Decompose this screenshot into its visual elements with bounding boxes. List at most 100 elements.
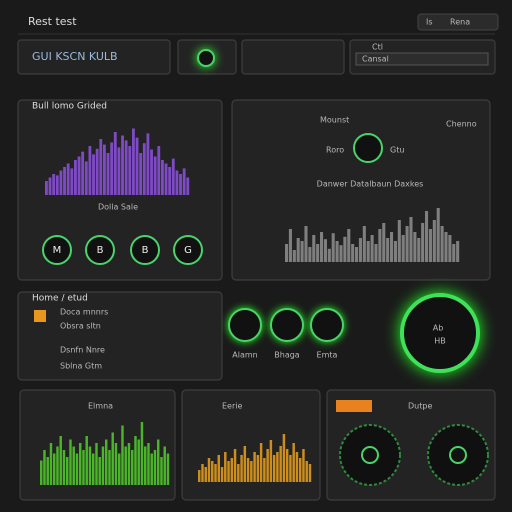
bar xyxy=(362,226,366,262)
list-row[interactable]: Dsnfn Nnre xyxy=(60,346,105,355)
bar xyxy=(45,181,48,195)
bar xyxy=(142,143,146,195)
gauge-label: B xyxy=(97,245,104,256)
bar xyxy=(292,443,295,482)
bar xyxy=(240,455,243,482)
bar xyxy=(128,146,132,195)
bar xyxy=(137,439,140,485)
bar xyxy=(428,229,432,262)
bar xyxy=(285,244,289,262)
input-field[interactable] xyxy=(355,52,489,66)
search-panel[interactable] xyxy=(17,39,171,75)
bar xyxy=(417,238,421,262)
status-ring xyxy=(400,293,480,373)
bar xyxy=(59,170,63,195)
gauge[interactable] xyxy=(42,235,72,265)
panel-title: Eerie xyxy=(222,402,242,411)
gauge-label: Alamn xyxy=(232,351,257,360)
gauge[interactable] xyxy=(173,235,203,265)
bar xyxy=(127,443,131,485)
bar xyxy=(53,453,56,485)
bar xyxy=(117,147,121,195)
bar xyxy=(121,425,124,485)
bar xyxy=(98,457,101,485)
bar xyxy=(66,163,70,195)
list-row[interactable]: Doca mnnrs xyxy=(60,308,108,317)
bar xyxy=(456,241,460,262)
bar xyxy=(331,233,335,262)
bar xyxy=(289,455,292,482)
gauge[interactable] xyxy=(270,308,304,342)
status-icon[interactable] xyxy=(197,49,215,67)
bar xyxy=(88,446,92,485)
bar xyxy=(121,135,124,195)
bar xyxy=(160,457,163,485)
bar xyxy=(153,450,157,485)
list-icon xyxy=(34,310,46,322)
field-text[interactable]: Cansal xyxy=(362,55,389,64)
bar xyxy=(150,149,153,195)
bar xyxy=(157,146,161,195)
bar xyxy=(351,244,355,262)
bar xyxy=(436,208,440,262)
bar xyxy=(79,443,82,485)
bar xyxy=(378,229,382,262)
bar xyxy=(386,238,390,262)
bar xyxy=(101,446,105,485)
list-panel xyxy=(17,291,223,381)
bar xyxy=(382,223,386,262)
bar xyxy=(448,235,452,262)
bar xyxy=(134,436,137,485)
gauge-label: G xyxy=(184,245,192,256)
menu-box[interactable] xyxy=(417,13,499,31)
bar xyxy=(186,177,190,195)
bar xyxy=(227,461,230,482)
bar xyxy=(253,452,256,482)
gauge[interactable] xyxy=(310,308,344,342)
list-row[interactable]: Sblna Gtm xyxy=(60,362,102,371)
panel-menu[interactable]: Chenno xyxy=(446,120,477,129)
bar xyxy=(220,467,224,482)
bar xyxy=(269,440,273,482)
bar xyxy=(295,452,299,482)
bar xyxy=(259,443,263,482)
bar xyxy=(204,467,207,482)
menu-item[interactable]: Rena xyxy=(450,18,470,27)
bar xyxy=(343,236,347,262)
bar xyxy=(161,160,164,195)
bar xyxy=(201,464,204,482)
bar xyxy=(111,432,114,485)
bar xyxy=(113,132,117,195)
bar xyxy=(85,436,88,485)
field-label: Ctl xyxy=(372,43,383,52)
bar xyxy=(207,458,211,482)
bar xyxy=(432,220,436,262)
bar xyxy=(95,443,98,485)
bar xyxy=(300,241,304,262)
list-row[interactable]: Obsra sltn xyxy=(60,322,101,331)
dial-core xyxy=(449,446,467,464)
bar xyxy=(144,446,147,485)
search-text[interactable]: GUI KSCN KULB xyxy=(32,50,118,63)
bar xyxy=(413,232,417,262)
bar xyxy=(118,453,121,485)
bar xyxy=(263,458,266,482)
bar xyxy=(339,245,343,262)
bar xyxy=(63,167,66,195)
bar xyxy=(66,457,69,485)
bar xyxy=(72,446,75,485)
bar xyxy=(84,161,88,195)
bar xyxy=(179,174,182,195)
bar xyxy=(95,148,99,195)
menu-item[interactable]: Is xyxy=(426,18,433,27)
gauge[interactable] xyxy=(130,235,160,265)
bar xyxy=(82,450,85,485)
bar xyxy=(198,470,201,482)
bar xyxy=(323,239,327,262)
bar xyxy=(440,226,444,262)
gauge[interactable] xyxy=(85,235,115,265)
gauge[interactable] xyxy=(228,308,262,342)
bar xyxy=(40,460,43,485)
